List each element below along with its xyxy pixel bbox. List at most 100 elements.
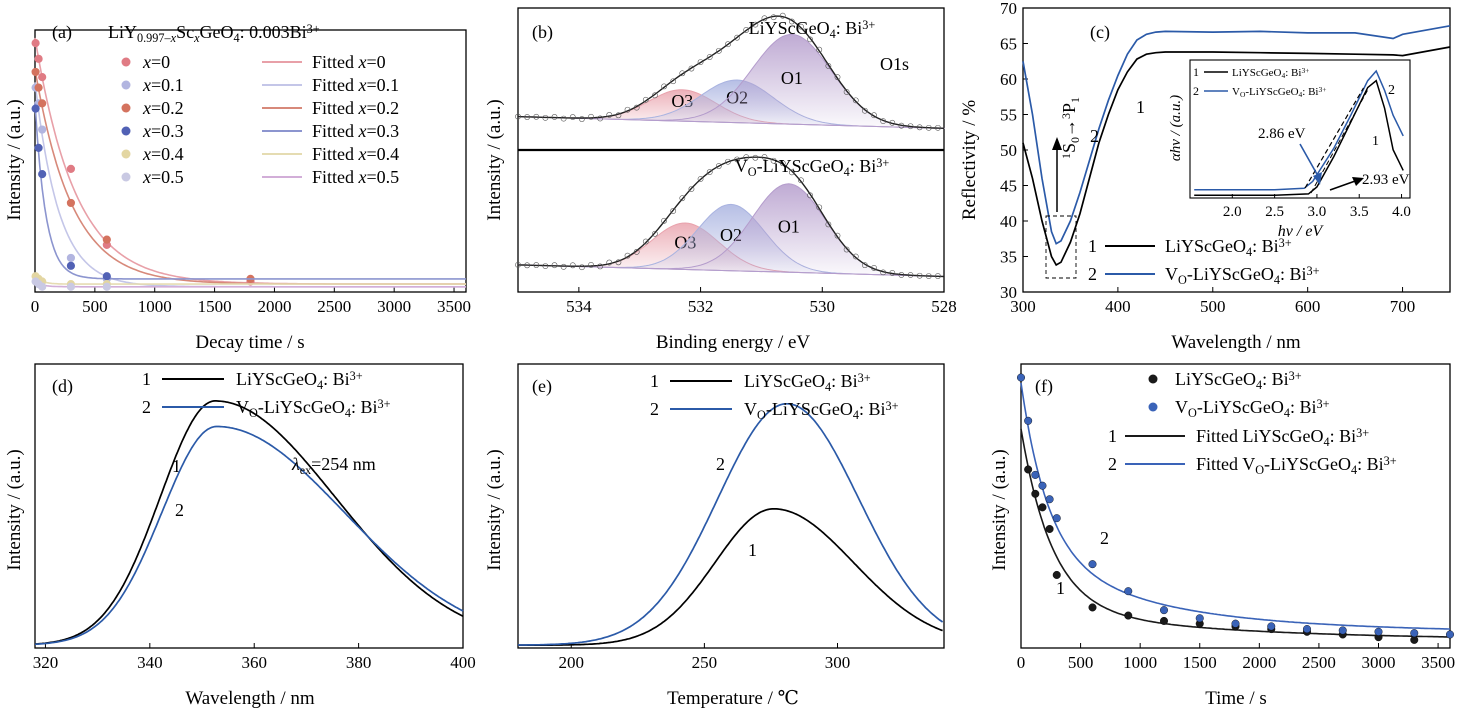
data-point	[715, 47, 722, 54]
curve-number-label: 2	[716, 454, 725, 474]
data-point	[588, 261, 594, 268]
data-point	[752, 154, 759, 161]
data-point	[834, 74, 841, 81]
x-tick-label: 2500	[1302, 653, 1336, 672]
fit-curve-1	[1020, 382, 1450, 630]
data-point	[871, 112, 877, 119]
legend-marker	[121, 126, 131, 136]
data-point	[816, 46, 823, 53]
data-point	[679, 70, 686, 77]
data-point	[1052, 514, 1061, 523]
y-tick-label: 40	[1000, 212, 1017, 231]
data-point	[66, 282, 76, 291]
panel-label: (a)	[52, 22, 72, 43]
legend-label: x=0.5	[142, 167, 184, 187]
plot-frame	[517, 363, 945, 649]
legend-label: LiYScGeO4: Bi3+	[1175, 369, 1302, 392]
envelope-fit	[517, 15, 945, 129]
legend-marker	[1148, 374, 1158, 384]
legend-marker	[121, 149, 131, 159]
data-point	[679, 195, 686, 202]
data-point	[688, 186, 695, 192]
y-axis-label: Reflectivity / %	[959, 100, 980, 220]
data-point	[898, 272, 905, 278]
legend-number: 2	[1088, 264, 1097, 284]
transition-annotation: 1S0→3P1	[1059, 97, 1082, 159]
panel-label: (e)	[532, 376, 552, 397]
x-tick-label: 300	[825, 653, 851, 672]
data-point	[843, 246, 850, 253]
x-tick-label: 530	[810, 297, 836, 316]
data-point	[770, 157, 777, 164]
y-axis-label: Intensity / (a.u.)	[4, 449, 25, 570]
legend-number: 1	[1088, 236, 1097, 256]
data-point	[515, 261, 521, 268]
curve-number-label: 1	[172, 456, 181, 476]
data-point	[734, 34, 740, 41]
annotation-arrow	[1299, 143, 1319, 177]
data-point	[1338, 626, 1347, 635]
legend-number: 2	[142, 397, 151, 417]
data-point	[38, 125, 47, 134]
x-tick-label: 3000	[377, 297, 411, 316]
data-point	[1231, 619, 1240, 628]
data-point	[579, 264, 585, 271]
x-tick-label: 2500	[317, 297, 351, 316]
panel-d-emission: 320 340 360 380 400 Wavelength / nm Intensity …	[4, 363, 476, 709]
data-point	[816, 204, 823, 211]
data-point	[1195, 614, 1204, 623]
fit-curve-1	[34, 82, 466, 288]
inset-legend-label: VO-LiYScGeO4: Bi3+	[1232, 85, 1326, 99]
y-axis-label: Intensity / (a.u.)	[484, 449, 505, 570]
data-point	[1374, 627, 1383, 636]
x-tick-label: 400	[1105, 297, 1131, 316]
data-point	[725, 158, 731, 165]
data-point	[697, 176, 704, 182]
data-point	[843, 89, 850, 95]
data-point	[925, 273, 932, 280]
panel-f-afterglow-decay: 0 500 1000 1500 2000 2500 3000 3500 Time / s Inte…	[989, 363, 1455, 709]
inset-x-tick-label: 2.0	[1223, 204, 1242, 220]
legend-fit-label: Fitted x=0.4	[312, 144, 399, 164]
data-point	[788, 169, 795, 176]
data-point	[569, 114, 576, 120]
data-point	[515, 113, 521, 120]
x-tick-label: 1500	[1183, 653, 1217, 672]
annotation-arrowhead	[1352, 177, 1364, 186]
data-point	[588, 113, 594, 120]
data-point	[66, 198, 76, 208]
legend-fit-label: Fitted LiYScGeO4: Bi3+	[1196, 426, 1369, 449]
data-point	[524, 114, 531, 120]
data-point	[633, 104, 640, 111]
data-point	[597, 115, 604, 122]
data-point	[825, 221, 832, 228]
data-point	[642, 238, 649, 245]
data-point	[861, 262, 868, 269]
x-tick-label: 360	[241, 653, 267, 672]
y-tick-label: 65	[1000, 35, 1017, 54]
panel-label: (c)	[1090, 22, 1110, 43]
data-point	[788, 18, 795, 25]
series-line-0	[517, 507, 943, 647]
x-axis-label: Wavelength / nm	[185, 688, 315, 709]
legend-marker	[121, 103, 131, 113]
panel-label: (b)	[532, 22, 553, 43]
legend-number: 2	[1108, 454, 1117, 474]
data-point	[1124, 611, 1133, 620]
data-point	[66, 253, 76, 263]
y-axis-label: Intensity / (a.u.)	[4, 99, 25, 220]
data-point	[31, 104, 40, 113]
legend-label: LiYScGeO4: Bi3+	[236, 369, 363, 392]
plot-frame	[1020, 363, 1451, 649]
data-point	[533, 113, 540, 120]
data-point	[889, 119, 896, 126]
data-point	[1088, 603, 1097, 612]
data-point	[38, 99, 47, 108]
x-tick-label: 534	[566, 297, 592, 316]
data-point	[1024, 416, 1033, 425]
data-point	[779, 160, 786, 167]
inset-curve-number: 1	[1372, 134, 1379, 149]
legend-label: VO-LiYScGeO4: Bi3+	[1175, 397, 1330, 420]
legend-fit-label: Fitted x=0.5	[312, 167, 399, 187]
